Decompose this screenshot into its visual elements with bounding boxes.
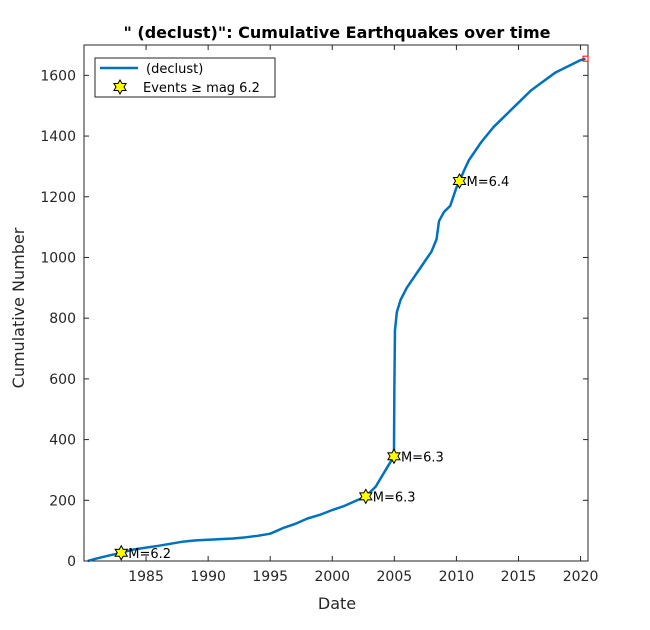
y-axis-label: Cumulative Number [9,227,28,388]
x-tick-label: 2010 [439,569,475,585]
event-label: M=6.2 [128,547,171,562]
y-tick-label: 0 [67,554,76,570]
x-tick-label: 1985 [128,569,164,585]
legend: (declust) Events ≥ mag 6.2 [94,57,276,98]
y-tick-label: 600 [49,372,76,388]
plot-frame [83,44,589,562]
y-tick-label: 200 [49,493,76,509]
y-tick-label: 1000 [40,250,76,266]
legend-star-swatch [113,78,127,96]
x-tick-label: 2005 [377,569,413,585]
event-star [452,172,467,189]
legend-label-events: Events ≥ mag 6.2 [143,81,260,96]
y-tick-label: 800 [49,311,76,327]
y-tick-label: 1200 [40,190,76,206]
end-marker [582,55,589,62]
chart-title: " (declust)": Cumulative Earthquakes ove… [124,23,551,42]
x-tick-label: 2015 [501,569,537,585]
event-star [114,544,129,561]
y-tick-label: 400 [49,433,76,449]
plot-area: M=6.2 M=6.3 M=6.3 M=6.4 [83,44,589,563]
event-star [387,448,401,465]
event-star [358,488,373,505]
legend-label-series: (declust) [146,62,203,77]
x-tick-label: 2000 [314,569,350,585]
y-tick-label: 1400 [40,129,76,145]
x-tick-label: 1995 [252,569,288,585]
series-line [87,57,586,563]
event-label: M=6.4 [467,175,510,190]
y-tick-label: 1600 [40,68,76,84]
y-axis: 0 200 400 600 800 1000 1200 1400 1600 [40,68,588,570]
event-label: M=6.3 [373,490,416,505]
event-label: M=6.3 [401,450,444,465]
x-tick-label: 2020 [563,569,599,585]
x-axis-label: Date [318,594,356,613]
x-axis: 1985 1990 1995 2000 2005 2010 2015 2020 [128,45,598,585]
x-tick-label: 1990 [190,569,226,585]
